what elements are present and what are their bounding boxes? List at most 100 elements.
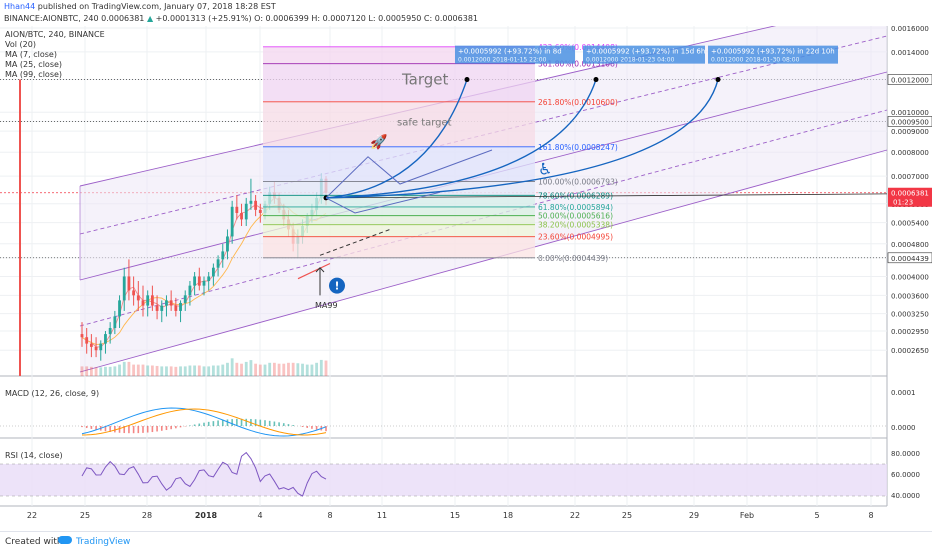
candle-body [254,201,257,210]
macd-histogram-bar [86,426,88,428]
volume-bar [113,366,116,376]
price-tick-label: 0.0002950 [891,328,929,336]
volume-bar [184,366,187,376]
tradingview-brand[interactable]: TradingView [76,537,130,547]
macd-label: MACD (12, 26, close, 9) [5,389,99,398]
volume-bar [193,366,196,377]
price-tick-label: 0.0010000 [891,109,929,117]
macd-histogram-bar [269,421,271,426]
volume-bar [212,366,215,377]
projection-target-dot [465,77,470,82]
volume-bar [240,364,243,376]
volume-bar [278,364,281,376]
time-tick-label: 22 [27,511,37,520]
candle-body [85,337,88,343]
volume-bar [165,366,168,376]
fib-level-label: 61.80%(0.0005894) [538,203,613,212]
macd-histogram-bar [203,423,205,426]
candle-body [217,259,220,267]
measure-box-line1: +0.0005992 (+93.72%) in 8d [458,48,562,56]
volume-bar [99,367,102,376]
alert-icon-glyph: ! [334,280,339,293]
candle-body [99,344,102,351]
price-axis[interactable]: 0.00160000.00140000.00120000.00100000.00… [888,26,932,500]
volume-bar [282,364,285,376]
last-price-label: 0.0006381 [891,190,929,198]
time-tick-label: 11 [377,511,387,520]
volume-bar [207,366,210,376]
symbol-line: BINANCE:AIONBTC, 240 0.0006381 ▲ +0.0001… [4,14,478,23]
fib-level-label: 261.80%(0.0010600) [538,98,618,107]
candle-body [137,295,140,300]
footer-bar: Created with TradingView [0,531,932,551]
created-with-text: Created with [5,537,63,547]
macd-pane [0,408,887,436]
change-text: +0.0001313 (+25.91%) [156,14,252,23]
ma99-label: MA99 [315,301,338,310]
candle-body [132,290,135,295]
volume-bar [170,366,173,376]
macd-tick-label: 0.0000 [891,424,916,432]
candle-body [90,344,93,347]
rsi-pane [0,453,887,496]
volume-bar [250,360,253,376]
volume-bar [142,365,145,376]
volume-bar [90,367,93,376]
measure-box-line1: +0.0005992 (+93.72%) in 22d 10h [711,48,835,56]
price-tick-label: 0.0009500 [891,118,929,126]
time-tick-label: 25 [80,511,90,520]
macd-histogram-bar [133,426,135,433]
fib-zone [263,237,535,258]
volume-bar [146,366,149,377]
macd-histogram-bar [283,423,285,426]
volume-bar [189,366,192,377]
volume-bar [292,363,295,376]
volume-bar [287,363,290,376]
volume-bar [160,366,163,376]
volume-bar [109,367,112,376]
volume-bar [273,363,276,376]
fib-zone [263,207,535,216]
candle-body [250,201,253,204]
price-chart[interactable]: 423.60%(0.0014408)361.80%(0.0013108)261.… [0,26,932,531]
publish-header: Hhan44 published on TradingView.com, Jan… [0,0,932,26]
volume-bar [325,361,328,376]
projection-target-dot [594,77,599,82]
candle-body [151,295,154,305]
candle-body [184,295,187,303]
author-link[interactable]: Hhan44 [4,2,35,11]
candle-body [240,213,243,219]
macd-histogram-bar [128,426,130,433]
macd-histogram-bar [142,426,144,433]
macd-histogram-bar [260,420,262,426]
candle-body [235,207,238,213]
volume-bar [311,365,314,376]
candle-body [160,306,163,311]
candle-body [259,210,262,213]
time-tick-label: 5 [814,511,819,520]
rsi-band [0,464,887,496]
change-up-icon: ▲ [147,14,153,23]
volume-bar [85,366,88,376]
candle-body [146,295,149,305]
time-tick-label: 15 [450,511,460,520]
volume-bar [231,358,234,376]
rsi-tick-label: 40.0000 [891,492,920,500]
volume-bar [174,367,177,376]
volume-bar [296,363,299,376]
candle-body [156,306,159,311]
fib-zone [263,64,535,102]
fib-level-label: 50.00%(0.0005616) [538,212,613,221]
legend-ma7: MA (7, close) [5,50,57,59]
volume-bar [104,367,107,376]
macd-histogram-bar [316,426,318,430]
time-tick-label: Feb [740,511,754,520]
candle-body [81,334,84,337]
volume-bar [245,362,248,376]
rocket-icon: 🚀 [370,133,388,150]
macd-histogram-bar [288,424,290,426]
macd-histogram-bar [274,422,276,426]
fib-level-label: 38.20%(0.0005338) [538,221,613,230]
volume-bar [156,366,159,376]
